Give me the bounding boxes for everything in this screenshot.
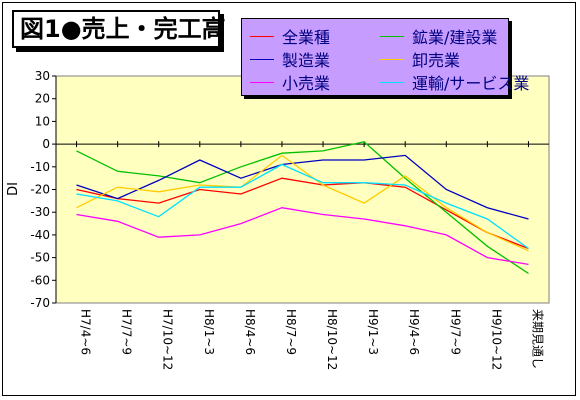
y-tick-label: 20 <box>35 92 50 106</box>
series-line-3 <box>76 154 529 252</box>
x-tick-label: H9/4~6 <box>407 309 421 355</box>
x-tick-label: H7/7~9 <box>120 309 134 355</box>
y-tick-label: -70 <box>30 296 50 310</box>
y-tick-label: 30 <box>35 69 50 83</box>
legend-label: 全業種 <box>282 28 331 47</box>
series-lines <box>76 141 529 275</box>
x-tick-label: H8/10~12 <box>325 309 339 370</box>
legend-item-mining-construction: 鉱業/建設業 <box>380 25 497 47</box>
y-tick-label: 0 <box>42 137 50 151</box>
legend-item-retail: 小売業 <box>250 71 330 93</box>
legend: 全業種 鉱業/建設業 製造業 卸売業 小売業 運輸/サービス業 <box>241 18 529 96</box>
y-tick-label: -40 <box>30 228 50 242</box>
y-tick-label: -50 <box>30 251 50 265</box>
chart-title: 図1●売上・完工高 <box>12 10 226 48</box>
x-tick-label: 来期見通し <box>530 309 544 369</box>
x-tick-label: H7/4~6 <box>79 309 93 355</box>
y-tick-label: -30 <box>30 205 50 219</box>
legend-swatch <box>250 81 274 83</box>
y-tick-label: -10 <box>30 160 50 174</box>
x-tick-label: H7/10~12 <box>161 309 175 370</box>
y-tick-label: -60 <box>30 273 50 287</box>
x-tick-label: H9/1~3 <box>366 309 380 355</box>
series-line-5 <box>76 163 529 250</box>
y-tick-label: -20 <box>30 183 50 197</box>
legend-label: 卸売業 <box>412 51 461 70</box>
legend-label: 運輸/サービス業 <box>412 74 530 93</box>
x-tick-label: H8/1~3 <box>202 309 216 355</box>
legend-item-wholesale: 卸売業 <box>380 48 460 70</box>
y-axis-label: DI <box>6 182 21 196</box>
x-tick-label: H8/4~6 <box>243 309 257 355</box>
legend-swatch <box>250 58 274 60</box>
y-tick-label: 10 <box>35 114 50 128</box>
legend-swatch <box>250 35 274 37</box>
x-tick-label: H8/7~9 <box>284 309 298 355</box>
series-line-2 <box>76 154 529 220</box>
legend-item-transport-service: 運輸/サービス業 <box>380 71 529 93</box>
legend-item-all-industries: 全業種 <box>250 25 330 47</box>
legend-swatch <box>380 35 404 37</box>
x-tick-label: H9/7~9 <box>448 309 462 355</box>
y-axis: 30 20 10 0 -10 -20 -30 -40 -50 -60 -70 <box>30 69 57 310</box>
legend-label: 製造業 <box>282 51 331 70</box>
plot-area <box>55 75 550 304</box>
x-tick-label: H9/10~12 <box>489 309 503 370</box>
x-axis: H7/4~6 H7/7~9 H7/10~12 H8/1~3 H8/4~6 H8/7~9 H8… <box>56 141 549 370</box>
legend-item-manufacturing: 製造業 <box>250 48 330 70</box>
legend-label: 小売業 <box>282 74 331 93</box>
series-line-1 <box>76 141 529 275</box>
series-line-0 <box>76 177 529 250</box>
legend-swatch <box>380 58 404 60</box>
series-line-4 <box>76 207 529 266</box>
legend-swatch <box>380 81 404 83</box>
legend-label: 鉱業/建設業 <box>412 28 498 47</box>
